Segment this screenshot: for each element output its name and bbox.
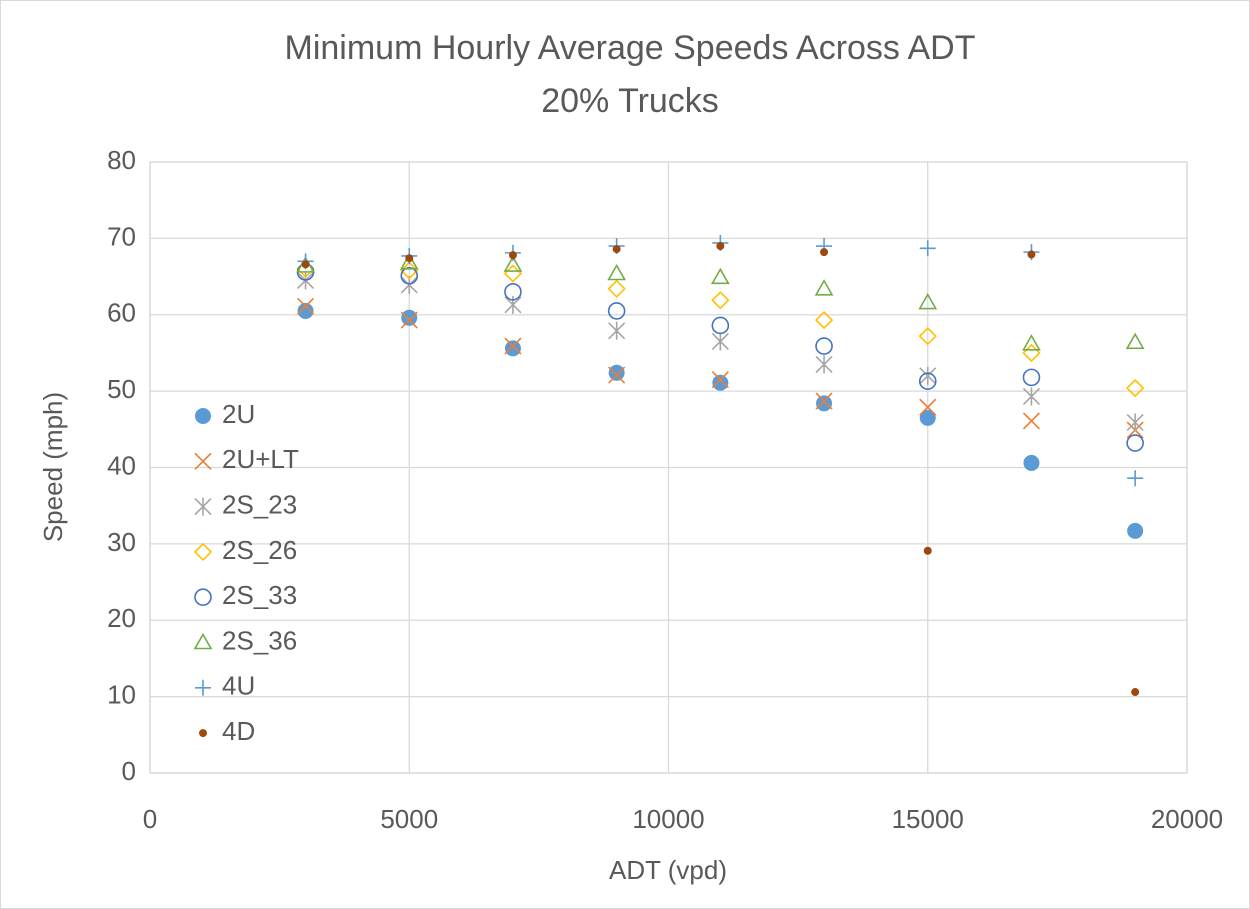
y-axis-title: Speed (mph) [38,392,68,542]
data-point [711,371,729,389]
data-point [712,374,729,391]
data-point [504,340,521,357]
data-point [1126,434,1144,452]
data-point [508,251,517,260]
legend-label: 4D [222,716,255,746]
data-point [1127,470,1144,487]
data-point [711,332,729,351]
data-point [918,327,937,346]
data-point [815,337,833,355]
data-point [608,321,626,340]
data-point [923,546,932,555]
x-tick-label: 10000 [632,804,704,834]
legend-marker [193,632,213,650]
plot-border [149,161,1188,774]
legend-marker [194,497,212,516]
data-point [1022,368,1041,387]
data-point [296,297,315,315]
legend-marker [195,679,211,696]
data-point [919,240,936,257]
data-point [816,395,833,412]
data-point [405,254,414,263]
data-point [400,311,418,329]
y-tick-label: 10 [107,680,136,710]
legend-label: 2U [222,399,255,429]
legend-marker [194,452,212,470]
data-point [1126,378,1145,398]
legend-label: 2U+LT [222,444,299,474]
data-point [1022,334,1041,351]
data-point [296,256,315,273]
data-point [612,245,621,254]
data-point [919,366,937,385]
data-point [297,302,314,319]
chart-title: Minimum Hourly Average Speeds Across ADT [285,29,976,67]
data-point [918,372,937,390]
x-tick-label: 5000 [380,804,438,834]
data-point [504,283,522,301]
y-tick-label: 30 [107,527,136,557]
data-point [814,310,834,330]
data-point [301,260,310,269]
y-tick-label: 40 [107,450,136,480]
data-point [820,248,829,257]
data-point [1023,454,1040,471]
data-point [1022,387,1041,406]
data-point [503,255,523,272]
y-tick-label: 70 [107,221,136,251]
chart-subtitle: 20% Trucks [541,82,719,120]
data-point [710,267,730,285]
x-axis-title: ADT (vpd) [609,855,727,885]
data-point [400,266,419,285]
data-point [608,364,625,381]
data-point [919,409,936,426]
data-point [716,242,725,251]
data-point [711,291,730,310]
data-point [607,279,626,298]
y-tick-label: 80 [107,145,136,175]
data-point [815,392,833,410]
data-point [504,295,522,314]
data-point [608,366,626,384]
data-point [504,337,522,355]
data-point [815,355,833,374]
legend-label: 4U [222,671,255,701]
legend-marker [193,542,213,562]
data-point [400,261,419,280]
legend-marker [194,588,212,607]
y-tick-label: 0 [122,756,136,786]
legend-marker [199,729,207,738]
data-point [1126,413,1144,432]
data-point [1027,250,1036,259]
data-point [1022,412,1041,430]
data-point [918,292,938,310]
data-point [1127,522,1144,539]
legend-marker [195,408,211,424]
data-point [1125,332,1145,350]
data-point [399,253,419,270]
data-point [919,398,937,416]
x-tick-label: 15000 [892,804,964,834]
data-point [1131,688,1140,697]
x-tick-label: 0 [143,804,157,834]
y-tick-label: 50 [107,374,136,404]
legend-label: 2S_33 [222,580,297,610]
y-tick-label: 20 [107,603,136,633]
data-point [711,316,730,335]
data-point [814,279,834,296]
x-tick-label: 20000 [1151,804,1223,834]
legend-label: 2S_26 [222,535,297,565]
data-point [607,302,626,320]
data-point [401,309,418,326]
legend-label: 2S_23 [222,489,297,519]
data-point [607,263,627,281]
y-tick-label: 60 [107,298,136,328]
legend-label: 2S_36 [222,625,297,655]
